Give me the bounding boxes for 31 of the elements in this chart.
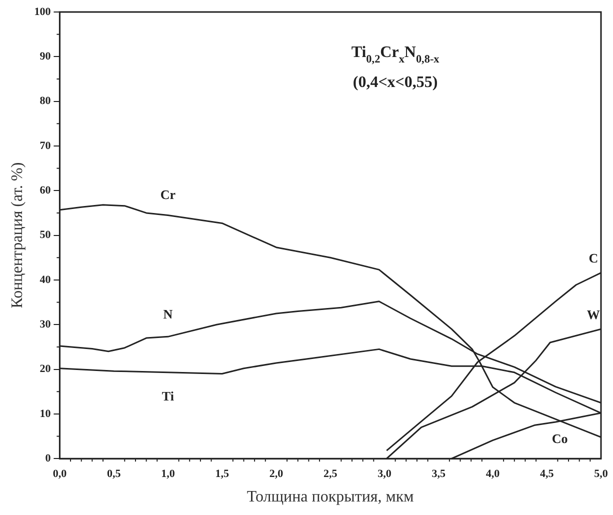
y-tick-label: 70 [40,140,52,152]
x-tick-label: 3,5 [432,468,446,480]
y-tick-label: 100 [34,6,52,18]
y-tick-label: 40 [40,274,52,286]
y-tick-label: 60 [40,184,52,196]
y-tick-label: 80 [40,95,52,108]
x-tick-label: 1,5 [215,468,230,480]
x-tick-label: 3,0 [378,468,392,480]
x-axis-title: Толщина покрытия, мкм [246,488,414,506]
x-tick-label: 2,0 [269,468,284,480]
x-tick-label: 5,0 [594,468,608,480]
series-label: Co [552,431,568,446]
series-label: C [588,250,598,266]
y-tick-label: 20 [40,363,52,376]
series-label: N [163,306,174,322]
y-tick-label: 10 [40,408,52,420]
x-tick-label: 0,0 [52,468,68,480]
x-tick-label: 1,0 [161,468,176,480]
y-tick-label: 0 [45,452,52,464]
y-tick-label: 30 [40,318,52,330]
y-tick-label: 50 [40,229,52,242]
y-tick-label: 90 [40,50,52,63]
y-axis-title: Концентрация (ат. %) [8,162,26,308]
x-tick-label: 0,5 [106,468,122,480]
x-tick-label: 2,5 [323,468,338,480]
x-tick-label: 4,0 [486,468,500,480]
annotation: (0,4<x<0,55) [352,74,438,91]
series-label: Cr [160,187,176,202]
x-tick-label: 4,5 [540,468,554,480]
series-label: W [586,307,600,322]
series-label: Ti [162,388,174,404]
